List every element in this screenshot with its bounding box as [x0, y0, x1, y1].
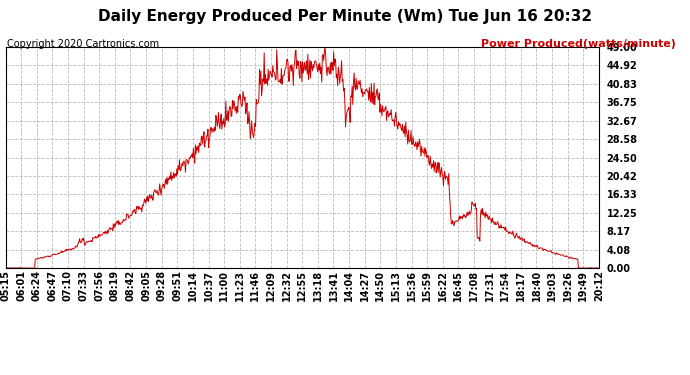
Text: Daily Energy Produced Per Minute (Wm) Tue Jun 16 20:32: Daily Energy Produced Per Minute (Wm) Tu… [98, 9, 592, 24]
Text: Power Produced(watts/minute): Power Produced(watts/minute) [482, 39, 676, 50]
Text: Copyright 2020 Cartronics.com: Copyright 2020 Cartronics.com [7, 39, 159, 50]
